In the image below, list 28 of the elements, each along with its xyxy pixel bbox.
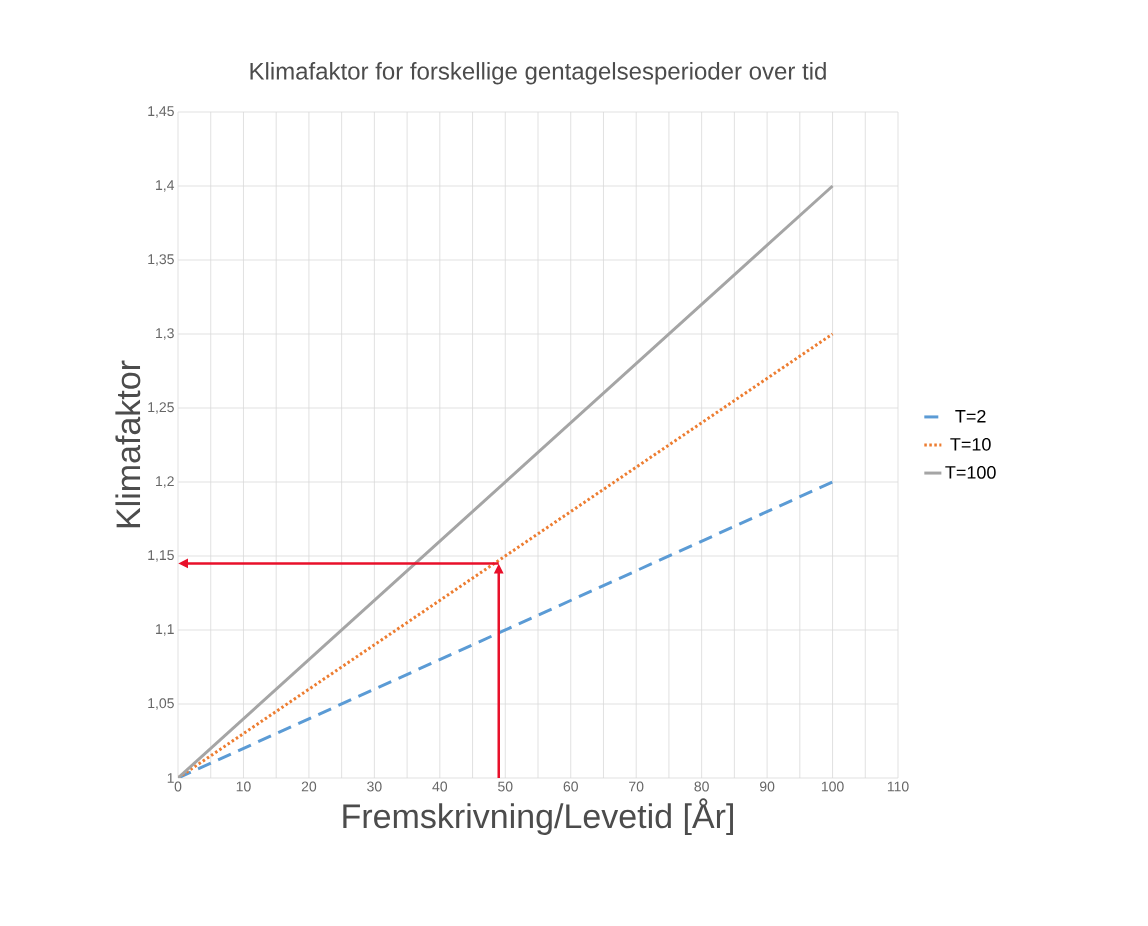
x-tick-label: 20 (301, 781, 317, 792)
y-tick-label: 1,45 (148, 106, 174, 118)
y-tick-label: 1 (167, 773, 174, 783)
y-tick-label: 1,25 (148, 402, 174, 414)
x-tick-label: 40 (432, 781, 448, 792)
x-tick-label: 50 (498, 781, 513, 792)
x-tick-label: 10 (236, 781, 251, 792)
y-tick-label: 1,05 (148, 698, 174, 710)
y-tick-label: 1,3 (156, 328, 174, 340)
y-tick-label: 1,15 (148, 550, 174, 562)
x-tick-label: 0 (174, 781, 182, 792)
y-tick-label: 1,1 (156, 624, 174, 636)
y-tick-label: 1,35 (148, 254, 174, 266)
x-tick-label: 80 (694, 781, 709, 792)
x-tick-label: 110 (887, 781, 909, 792)
x-axis-title: Fremskrivning/Levetid [År] (343, 798, 733, 836)
legend-label: T=10 (950, 437, 991, 451)
x-tick-label: 70 (629, 781, 644, 792)
x-tick-label: 100 (821, 781, 844, 792)
legend-label: T=100 (945, 466, 996, 479)
x-tick-label: 30 (367, 781, 382, 792)
legend-label: T=2 (955, 409, 986, 423)
y-tick-label: 1,2 (156, 476, 174, 488)
x-tick-label: 90 (759, 781, 775, 792)
y-axis-title: Klimafaktor (115, 360, 141, 528)
y-tick-label: 1,4 (156, 180, 175, 192)
x-tick-label: 60 (563, 781, 578, 792)
chart-title: Klimafaktor for forskellige gentagelsesperioder over tid (250, 62, 826, 85)
